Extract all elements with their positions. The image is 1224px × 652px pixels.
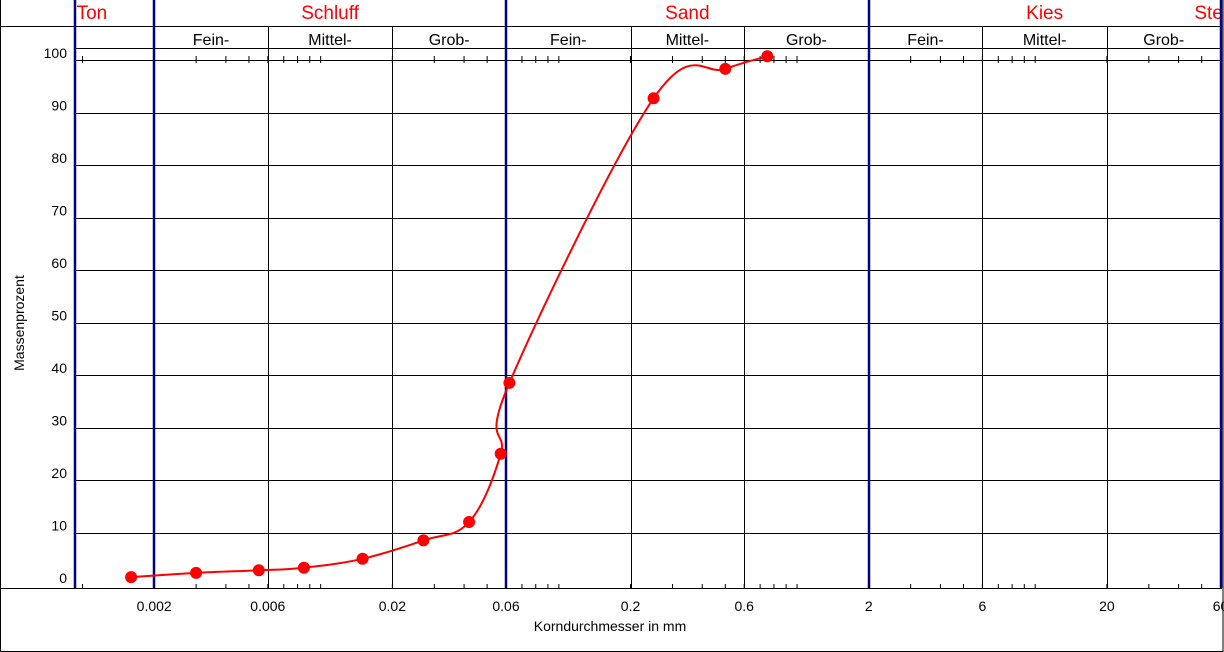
y-tick-label: 70 [51, 203, 67, 219]
x-tick-label: 0.002 [137, 598, 172, 614]
x-tick-label: 20 [1099, 598, 1115, 614]
sub-class-label: Fein- [550, 32, 586, 49]
y-tick-label: 40 [51, 360, 67, 376]
soil-class-label: Ton [77, 3, 108, 24]
sub-class-label: Mittel- [1023, 32, 1067, 49]
data-point [503, 376, 516, 389]
y-tick-label: 100 [44, 45, 68, 61]
sub-class-label: Grob- [786, 32, 827, 49]
sub-class-label: Fein- [907, 32, 943, 49]
data-point [125, 571, 138, 584]
data-point [417, 534, 430, 547]
x-tick-label: 0.06 [492, 598, 519, 614]
sub-class-label: Mittel- [666, 32, 710, 49]
data-point [252, 564, 265, 577]
soil-class-label: Sand [665, 3, 709, 24]
y-tick-label: 50 [51, 308, 67, 324]
x-tick-label: 60 [1213, 598, 1224, 614]
x-tick-label: 0.6 [734, 598, 754, 614]
data-point [463, 516, 476, 528]
x-tick-label: 0.2 [621, 598, 641, 614]
sub-class-label: Mittel- [308, 32, 352, 49]
data-point [356, 552, 369, 565]
data-point [719, 62, 732, 75]
soil-class-label: Schluff [301, 3, 359, 24]
x-tick-label: 2 [865, 598, 873, 614]
sub-class-label: Fein- [193, 32, 229, 49]
data-point [190, 566, 203, 579]
sub-class-label: Grob- [429, 32, 470, 49]
data-point [647, 92, 660, 105]
soil-class-label: Steine [1194, 3, 1224, 24]
data-point [761, 50, 774, 63]
grid [75, 26, 1222, 588]
y-tick-label: 20 [51, 465, 67, 481]
class-boundaries [152, 0, 1223, 588]
series [125, 50, 774, 584]
x-axis-title: Korndurchmesser in mm [534, 618, 687, 634]
soil-class-label: Kies [1026, 3, 1063, 24]
x-tick-label: 6 [978, 598, 986, 614]
y-tick-label: 60 [51, 255, 67, 271]
x-tick-label: 0.006 [250, 598, 285, 614]
band-header: Ton Schluff Sand Kies Steine Fein- Mittel- Grob… [0, 3, 1224, 49]
y-tick-label: 90 [51, 98, 67, 114]
y-tick-label: 10 [51, 518, 67, 534]
y-axis-title: Massenprozent [11, 275, 27, 371]
data-point [297, 561, 310, 574]
y-tick-label: 0 [59, 570, 67, 586]
sub-class-label: Grob- [1143, 32, 1184, 49]
y-tick-label: 30 [51, 413, 67, 429]
data-point [494, 447, 507, 460]
y-tick-label: 80 [51, 150, 67, 166]
x-tick-label: 0.02 [379, 598, 406, 614]
